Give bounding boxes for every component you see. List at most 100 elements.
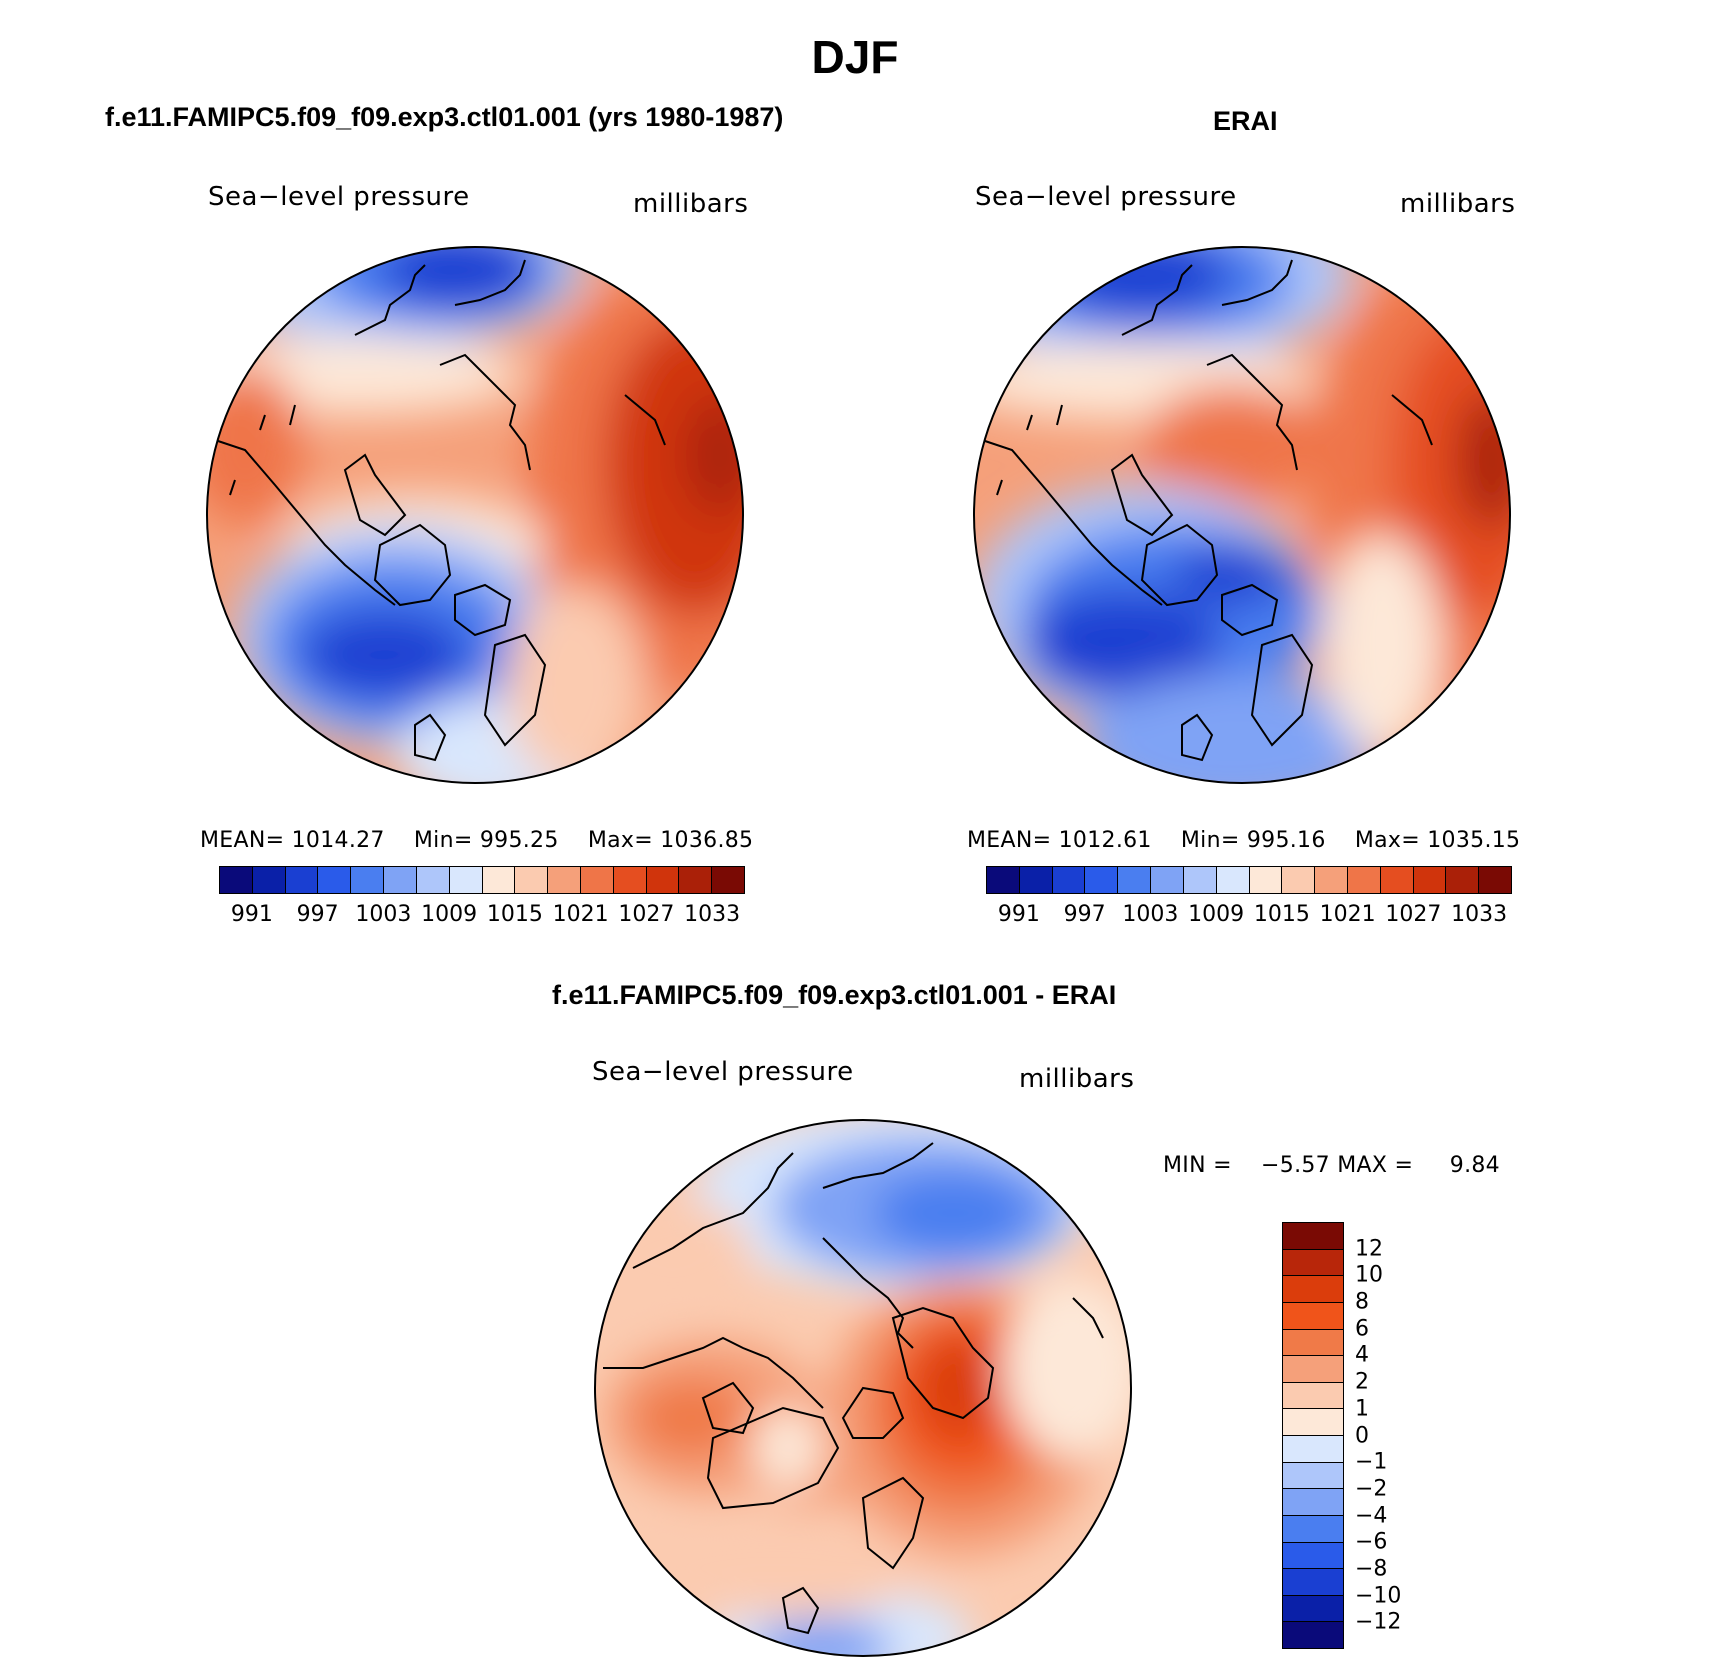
model-colorbar-swatch [515,867,549,893]
obs-colorbar-swatch [1446,867,1480,893]
diff-colorbar-swatch [1283,1462,1343,1490]
obs-colorbar-swatch [1282,867,1316,893]
obs-colorbar [986,866,1512,894]
model-colorbar-swatch [613,867,647,893]
diff-colorbar-swatch [1283,1569,1343,1596]
obs-colorbar-swatch [1183,867,1217,893]
model-colorbar-swatch [679,867,713,893]
model-min-label: Min= [413,828,473,853]
diff-colorbar-tick-label: −10 [1355,1583,1402,1609]
model-colorbar-swatch [548,867,581,893]
model-colorbar-swatch [351,867,385,893]
diff-colorbar-swatch [1283,1595,1343,1623]
obs-variable-label: Sea−level pressure [975,182,1237,212]
obs-colorbar-swatch [1052,867,1086,893]
obs-min-value: 995.16 [1246,828,1326,853]
diff-colorbar-tick-label: 10 [1355,1262,1383,1288]
obs-colorbar-swatch [1216,867,1250,893]
model-polar-map [206,246,744,784]
model-mean-label: MEAN= [200,828,285,853]
model-variable-label: Sea−level pressure [208,182,470,212]
diff-colorbar-tick-label: 12 [1355,1236,1383,1262]
model-colorbar-swatch [220,867,253,893]
model-max-value: 1036.85 [660,828,754,853]
model-colorbar-tick-label: 1009 [421,902,478,927]
diff-min-value: −5.57 [1261,1153,1330,1178]
diff-colorbar-swatch [1283,1356,1343,1383]
obs-colorbar-tick-label: 997 [1063,902,1106,927]
model-max-label: Max= [587,828,653,853]
model-panel-title: f.e11.FAMIPC5.f09_f09.exp3.ctl01.001 (yr… [105,102,784,132]
obs-max-label: Max= [1354,828,1420,853]
diff-min-label: MIN = [1163,1153,1232,1178]
diff-max-value: 9.84 [1449,1153,1500,1178]
diff-panel-title: f.e11.FAMIPC5.f09_f09.exp3.ctl01.001 - E… [552,980,1117,1010]
diff-colorbar-swatch [1283,1409,1343,1436]
diff-colorbar-swatch [1283,1542,1343,1570]
model-colorbar-tick-label: 1027 [618,902,675,927]
model-colorbar-tick-label: 997 [296,902,339,927]
diff-colorbar [1282,1222,1344,1649]
diff-colorbar-swatch [1283,1249,1343,1277]
obs-colorbar-tick-label: 1033 [1451,902,1508,927]
model-colorbar-tick-label: 1021 [552,902,609,927]
obs-min-label: Min= [1180,828,1240,853]
model-colorbar-tick-label: 1003 [355,902,412,927]
diff-colorbar-swatch [1283,1622,1343,1648]
obs-mean-value: 1012.61 [1058,828,1152,853]
diff-colorbar-swatch [1283,1436,1343,1463]
diff-colorbar-tick-label: −12 [1355,1609,1402,1635]
obs-max-value: 1035.15 [1427,828,1521,853]
diff-colorbar-tick-label: 1 [1355,1396,1369,1422]
obs-colorbar-swatch [1479,867,1511,893]
model-colorbar-tick-label: 1033 [684,902,741,927]
diff-colorbar-swatch [1283,1515,1343,1543]
model-colorbar-swatch [646,867,680,893]
obs-colorbar-tick-label: 1003 [1122,902,1179,927]
diff-variable-label: Sea−level pressure [592,1057,854,1087]
model-colorbar-swatch [318,867,352,893]
obs-colorbar-swatch [1380,867,1414,893]
diff-stats: MIN = −5.57 MAX = 9.84 [1163,1153,1500,1178]
obs-colorbar-swatch [1085,867,1119,893]
model-stats: MEAN= 1014.27 Min= 995.25 Max= 1036.85 [200,828,753,853]
model-colorbar-tick-label: 991 [230,902,273,927]
diff-colorbar-swatch [1283,1302,1343,1330]
obs-colorbar-swatch [1118,867,1152,893]
obs-colorbar-swatch [1249,867,1283,893]
diff-colorbar-tick-label: −8 [1355,1556,1388,1582]
diff-max-label: MAX = [1337,1153,1414,1178]
model-colorbar-swatch [580,867,614,893]
diff-colorbar-swatch [1283,1329,1343,1357]
model-colorbar-swatch [449,867,483,893]
model-colorbar-swatch [384,867,417,893]
obs-colorbar-tick-label: 1015 [1253,902,1310,927]
model-colorbar-swatch [712,867,744,893]
model-units-label: millibars [633,189,749,219]
model-colorbar-swatch [482,867,516,893]
diff-colorbar-tick-label: −2 [1355,1476,1388,1502]
model-min-value: 995.25 [479,828,559,853]
diff-colorbar-tick-label: 4 [1355,1342,1369,1368]
obs-colorbar-swatch [1151,867,1184,893]
diff-colorbar-tick-label: 6 [1355,1316,1369,1342]
model-colorbar-tick-label: 1015 [486,902,543,927]
model-colorbar-ticks: 991 997 1003 1009 1015 1021 1027 1033 [219,902,745,930]
diff-colorbar-tick-label: −1 [1355,1449,1388,1475]
obs-colorbar-tick-label: 1009 [1188,902,1245,927]
obs-colorbar-ticks: 991 997 1003 1009 1015 1021 1027 1033 [986,902,1512,930]
obs-colorbar-swatch [1347,867,1381,893]
model-colorbar [219,866,745,894]
obs-colorbar-swatch [987,867,1020,893]
obs-colorbar-swatch [1315,867,1348,893]
diff-polar-map [594,1119,1132,1657]
obs-colorbar-swatch [1413,867,1447,893]
obs-units-label: millibars [1400,189,1516,219]
figure-title: DJF [811,31,899,83]
diff-colorbar-swatch [1283,1276,1343,1303]
model-colorbar-swatch [252,867,286,893]
diff-colorbar-swatch [1283,1223,1343,1250]
diff-units-label: millibars [1019,1064,1135,1094]
diff-colorbar-tick-label: 0 [1355,1423,1369,1448]
model-colorbar-swatch [285,867,319,893]
